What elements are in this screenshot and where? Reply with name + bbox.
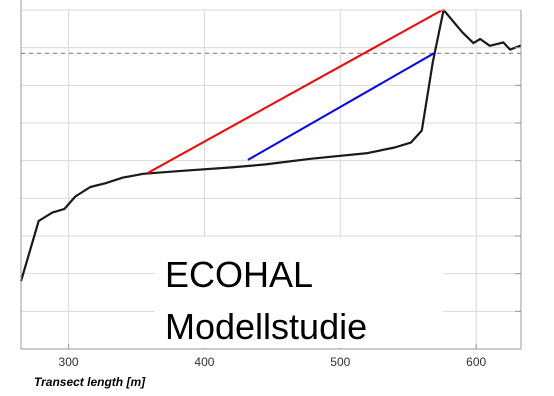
overlay-box: ECOHAL Modellstudie [155, 237, 443, 348]
overlay-background [155, 237, 443, 348]
overlay-title-line2: Modellstudie [165, 306, 367, 347]
x-tick-label-400: 400 [194, 355, 214, 369]
axes-layer: 300 400 500 600 [20, 0, 522, 369]
x-axis-label: Transect length [m] [34, 375, 146, 389]
blue-slope-line [247, 52, 435, 161]
labels-layer: Transect length [m] [34, 375, 146, 389]
x-tick-label-500: 500 [330, 355, 350, 369]
terrain-profile-line [19, 8, 522, 282]
x-tick-label-600: 600 [466, 355, 486, 369]
series-layer [19, 8, 522, 282]
red-slope-line [146, 9, 443, 174]
x-tick-label-300: 300 [59, 355, 79, 369]
overlay-title-line1: ECOHAL [165, 254, 313, 295]
